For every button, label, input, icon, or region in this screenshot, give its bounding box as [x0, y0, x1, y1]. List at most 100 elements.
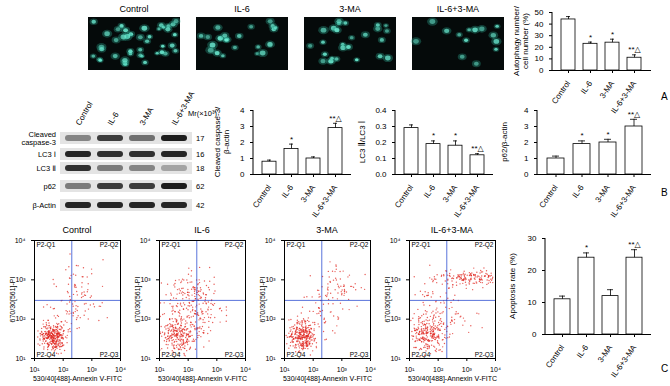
svg-text:10³: 10³ [87, 366, 98, 373]
svg-text:10¹: 10¹ [279, 366, 290, 373]
svg-text:10³: 10³ [462, 366, 473, 373]
svg-text:β-Actin: β-Actin [33, 201, 57, 210]
svg-text:670/30[561]-PI: 670/30[561]-PI [9, 276, 17, 322]
svg-text:10³: 10³ [15, 276, 26, 283]
svg-text:*: * [589, 33, 592, 42]
svg-text:Control: Control [74, 100, 95, 127]
svg-text:IL-6+3-MA: IL-6+3-MA [609, 183, 638, 219]
svg-text:P2-Q1: P2-Q1 [412, 241, 431, 249]
svg-text:30: 30 [535, 31, 544, 40]
svg-text:IL-6+3-MA: IL-6+3-MA [431, 225, 473, 235]
svg-text:P2-Q2: P2-Q2 [475, 241, 494, 249]
svg-text:*: * [585, 243, 588, 252]
svg-text:Control: Control [251, 183, 273, 209]
svg-text:10²: 10² [390, 315, 401, 322]
svg-text:10³: 10³ [212, 366, 223, 373]
svg-text:1: 1 [524, 154, 529, 163]
svg-text:*: * [580, 131, 583, 140]
svg-text:10⁴: 10⁴ [240, 366, 251, 373]
svg-text:530/40[488]-Annexin Ⅴ-FITC: 530/40[488]-Annexin Ⅴ-FITC [33, 375, 122, 383]
svg-text:3-MA: 3-MA [339, 4, 361, 14]
svg-text:10⁴: 10⁴ [265, 237, 276, 244]
svg-text:670/30[561]-PI: 670/30[561]-PI [384, 276, 392, 322]
svg-text:IL-6: IL-6 [106, 110, 121, 127]
svg-text:10⁴: 10⁴ [490, 366, 501, 373]
svg-text:10³: 10³ [140, 276, 151, 283]
svg-text:IL-6: IL-6 [234, 4, 250, 14]
svg-text:10¹: 10¹ [154, 366, 165, 373]
svg-text:Apoptosis rate (%): Apoptosis rate (%) [508, 253, 517, 319]
svg-text:10¹: 10¹ [15, 355, 26, 362]
svg-text:0.1: 0.1 [375, 154, 387, 163]
svg-text:p62/β-actin: p62/β-actin [500, 122, 509, 162]
svg-text:3: 3 [524, 122, 529, 131]
svg-text:P2-Q4: P2-Q4 [287, 351, 306, 359]
svg-text:670/30[561]-PI: 670/30[561]-PI [134, 276, 142, 322]
svg-text:**△: **△ [471, 144, 484, 153]
svg-text:10¹: 10¹ [390, 355, 401, 362]
svg-text:Autophagy number/cell number (: Autophagy number/cell number (%) [512, 5, 530, 76]
svg-text:P2-Q3: P2-Q3 [225, 351, 244, 359]
svg-text:P2-Q4: P2-Q4 [37, 351, 56, 359]
svg-text:10⁴: 10⁴ [140, 237, 151, 244]
svg-text:16: 16 [196, 150, 204, 159]
svg-text:10⁴: 10⁴ [115, 366, 126, 373]
svg-text:P2-Q3: P2-Q3 [350, 351, 369, 359]
svg-text:Control: Control [544, 343, 566, 369]
svg-text:IL-6: IL-6 [280, 183, 296, 200]
svg-text:10²: 10² [140, 315, 151, 322]
svg-text:10³: 10³ [390, 276, 401, 283]
svg-text:P2-Q2: P2-Q2 [225, 241, 244, 249]
svg-text:40: 40 [535, 20, 544, 29]
svg-text:20: 20 [528, 266, 537, 275]
svg-text:*: * [606, 130, 609, 139]
svg-text:20: 20 [535, 43, 544, 52]
svg-text:18: 18 [196, 164, 204, 173]
svg-text:IL-6: IL-6 [575, 343, 591, 360]
svg-text:10²: 10² [15, 315, 26, 322]
svg-text:10³: 10³ [265, 276, 276, 283]
svg-text:30: 30 [528, 234, 537, 243]
svg-text:3: 3 [240, 122, 245, 131]
svg-text:3-MA: 3-MA [593, 183, 612, 204]
svg-text:Cleavedcaspase-3: Cleavedcaspase-3 [21, 130, 56, 147]
svg-text:10²: 10² [183, 366, 194, 373]
svg-text:Control: Control [393, 183, 415, 209]
svg-text:0.0: 0.0 [375, 170, 387, 179]
svg-text:10⁴: 10⁴ [365, 366, 376, 373]
svg-text:C: C [661, 363, 668, 374]
svg-text:0.3: 0.3 [375, 122, 387, 131]
svg-text:P2-Q2: P2-Q2 [100, 241, 119, 249]
svg-text:IL-6+3-MA: IL-6+3-MA [609, 343, 638, 379]
svg-text:Control: Control [538, 183, 560, 209]
svg-text:P2-Q3: P2-Q3 [100, 351, 119, 359]
svg-text:P2-Q2: P2-Q2 [350, 241, 369, 249]
svg-text:IL-6: IL-6 [579, 79, 595, 96]
svg-text:10¹: 10¹ [265, 355, 276, 362]
svg-text:Control: Control [62, 225, 91, 235]
svg-text:1: 1 [240, 154, 245, 163]
svg-text:IL-6: IL-6 [570, 183, 586, 200]
svg-text:10²: 10² [265, 315, 276, 322]
svg-text:LC3 Ⅰ: LC3 Ⅰ [38, 150, 56, 159]
svg-text:3-MA: 3-MA [316, 225, 338, 235]
svg-text:2: 2 [240, 138, 245, 147]
svg-text:**△: **△ [628, 240, 641, 249]
svg-text:A: A [661, 91, 668, 102]
svg-text:IL-6+3-MA: IL-6+3-MA [452, 183, 481, 219]
svg-text:670/30[561]-PI: 670/30[561]-PI [259, 276, 267, 322]
svg-text:*: * [454, 131, 457, 140]
svg-text:10¹: 10¹ [140, 355, 151, 362]
svg-text:10²: 10² [58, 366, 69, 373]
svg-text:P2-Q4: P2-Q4 [162, 351, 181, 359]
svg-text:B: B [661, 187, 668, 198]
svg-text:p62: p62 [43, 182, 56, 191]
svg-text:0: 0 [532, 330, 537, 339]
svg-text:LC3 Ⅱ: LC3 Ⅱ [36, 164, 56, 173]
svg-text:3-MA: 3-MA [299, 183, 318, 204]
svg-text:530/40[488]-Annexin Ⅴ-FITC: 530/40[488]-Annexin Ⅴ-FITC [408, 375, 497, 383]
svg-text:3-MA: 3-MA [441, 183, 460, 204]
svg-text:10⁴: 10⁴ [15, 237, 26, 244]
svg-text:62: 62 [196, 182, 204, 191]
svg-text:10³: 10³ [337, 366, 348, 373]
